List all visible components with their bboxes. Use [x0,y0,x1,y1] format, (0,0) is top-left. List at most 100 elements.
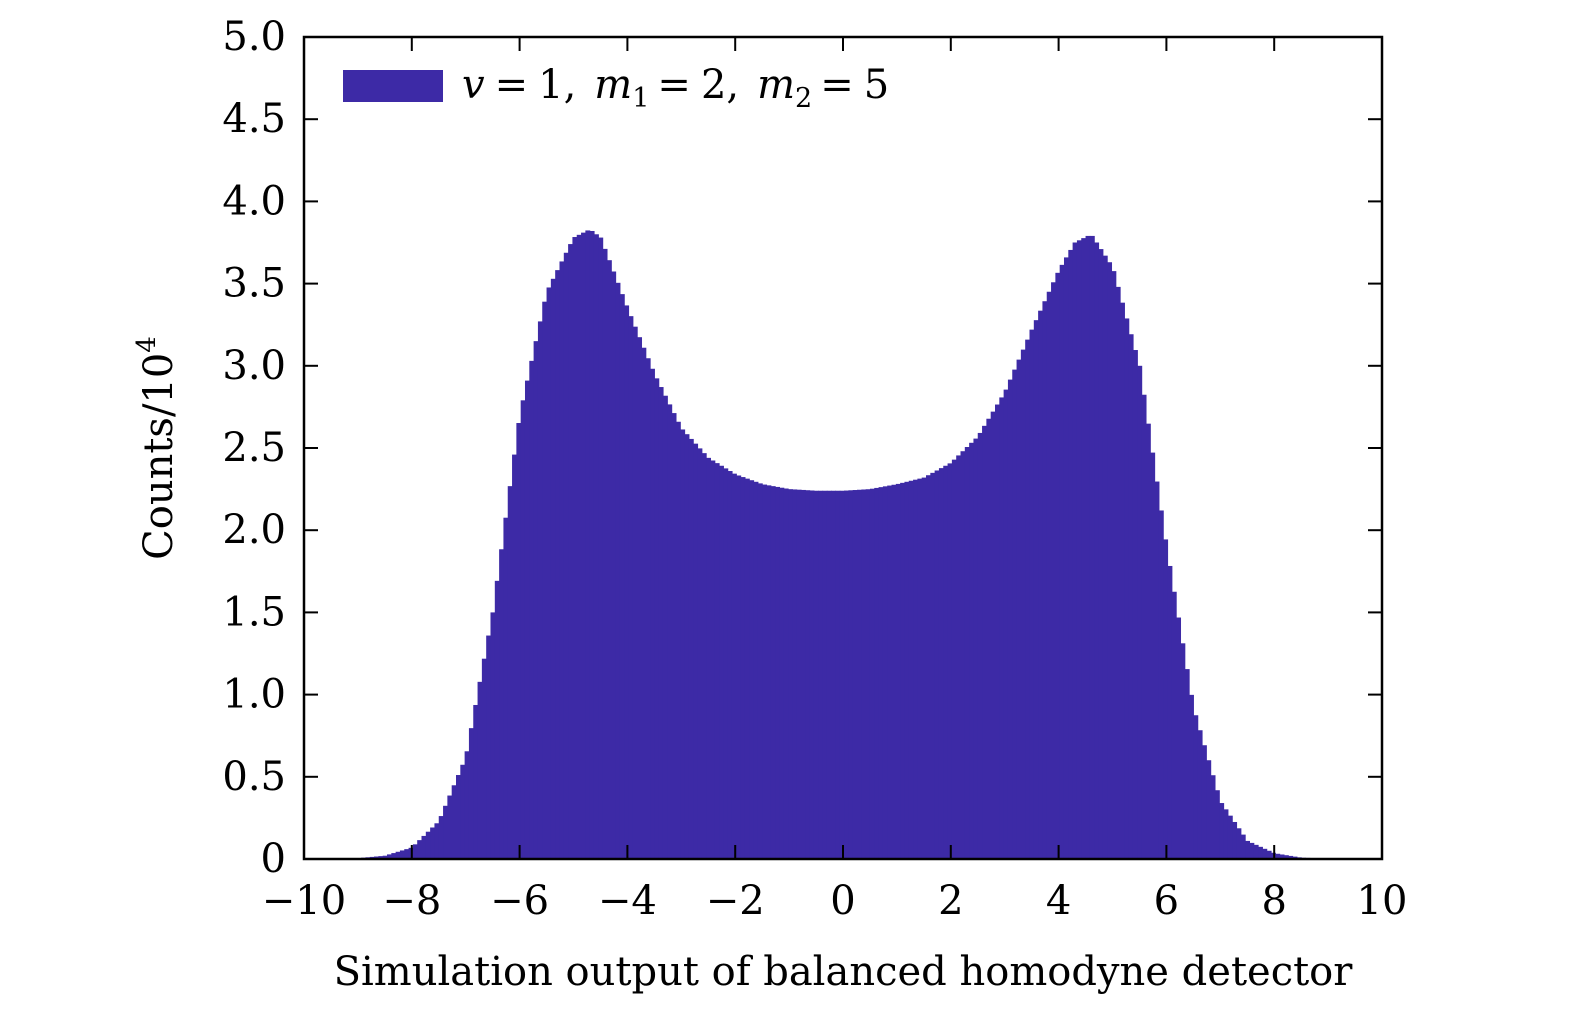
histogram-bin [796,489,802,859]
histogram-bin [1038,310,1044,859]
y-tick-label: 2.0 [222,507,286,553]
histogram-bin [1214,790,1220,859]
histogram-bin [882,486,888,859]
x-tick-label: 10 [1357,878,1408,924]
histogram-bin [926,475,931,859]
histogram-bin [740,477,746,859]
histogram-bin [559,261,565,859]
histogram-bin [719,465,724,859]
histogram-bin [1223,809,1229,859]
histogram-bin [589,230,595,860]
histogram-bin [404,849,410,859]
histogram-bin [1154,481,1160,859]
histogram-bin [563,252,569,859]
histogram-bin [585,230,591,859]
histogram-bin [1132,350,1138,859]
histogram-bin [524,380,530,859]
histogram-bin [662,395,668,859]
histogram-bin [701,453,707,859]
x-tick-label: 0 [830,878,855,924]
histogram-bin [430,827,436,859]
histogram-bin [921,477,927,859]
histogram-bin [395,851,401,859]
y-tick-label: 1.5 [222,589,286,635]
histogram-bin [611,271,617,859]
legend-swatch [343,70,443,102]
histogram-bin [904,481,910,859]
histogram-bin [1029,329,1035,859]
x-tick-label: −2 [706,878,765,924]
x-tick-label: −10 [262,878,346,924]
histogram-bin [891,484,897,859]
y-tick-label: 3.5 [222,261,286,307]
histogram-bin [1128,334,1134,859]
histogram-bin [1197,730,1203,859]
histogram-bin [533,341,539,859]
histogram-bin [473,704,479,859]
histogram-bin [1283,855,1289,859]
histogram-bin [951,459,957,859]
y-tick-label: 0 [261,836,286,882]
histogram-bin [555,270,561,859]
histogram-bin [546,287,552,860]
histogram-bin [995,404,1000,859]
histogram-bin [766,485,772,859]
histogram-bin [1033,320,1039,859]
histogram-bin [1176,617,1182,859]
histogram-bin [999,397,1005,859]
histogram-bin [822,490,828,859]
histogram-bin [1245,840,1250,859]
legend: v = 1, m1 = 2, m2 = 5 [343,62,889,114]
histogram-bin [977,432,983,859]
histogram-bin [494,580,500,859]
histogram-bin [542,301,548,859]
histogram-bin [645,358,651,859]
histogram-bin [641,347,647,859]
histogram-bin [628,316,634,859]
legend-label: v = 1, m1 = 2, m2 = 5 [462,62,889,114]
histogram-bin [731,473,737,859]
histogram-bin [736,475,742,859]
histogram-bin [1219,803,1225,859]
histogram-bin [1262,848,1268,859]
histogram-bin [934,470,940,859]
histogram-bin [477,681,483,859]
y-tick-label: 0.5 [222,754,286,800]
x-axis-title: Simulation output of balanced homodyne d… [334,949,1354,995]
histogram-bin [788,489,793,859]
histogram-bin [1107,262,1113,860]
histogram-bin [826,490,832,859]
histogram-bin [749,480,755,859]
histogram-bin [1046,291,1052,859]
histogram-bin [869,488,875,859]
x-tick-label: −4 [598,878,657,924]
histogram-bin [1227,815,1233,859]
histogram-bin [675,421,681,859]
histogram-bin [1158,510,1164,859]
y-tick-label: 3.0 [222,343,286,389]
histogram-bin [865,489,871,859]
y-tick-label: 1.0 [222,672,286,718]
histogram-bin [568,244,574,859]
histogram-bin [792,489,798,859]
histogram-bin [516,423,522,859]
histogram-bin [1076,240,1082,859]
y-tick-label: 5.0 [222,14,286,60]
histogram-bin [1003,389,1009,859]
histogram-bin [387,854,392,859]
histogram-bin [900,482,906,859]
histogram-bin [1051,282,1056,859]
histogram-bin [421,835,427,859]
histogram-bin [1210,775,1216,859]
histogram-bin [982,425,987,859]
histogram-bin [917,478,923,859]
histogram-bin [1232,821,1238,859]
histogram-bin [658,387,664,859]
histogram-bin [714,463,720,859]
histogram-bin [839,490,845,859]
histogram-bin [464,751,470,859]
histogram-bin [650,368,655,859]
histogram-bin [986,418,992,859]
histogram-bin [1275,853,1281,859]
histogram-bin [943,465,949,859]
